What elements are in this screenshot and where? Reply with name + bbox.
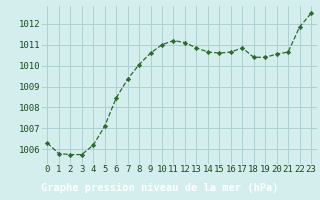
Text: Graphe pression niveau de la mer (hPa): Graphe pression niveau de la mer (hPa) [41, 183, 279, 193]
